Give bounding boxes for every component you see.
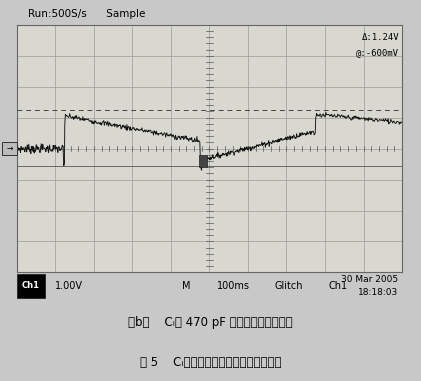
Bar	[2, 142, 17, 155]
Text: M: M	[182, 281, 191, 291]
Text: 图 5    Cᵢ选用不同値时的输出电动态响应: 图 5 Cᵢ选用不同値时的输出电动态响应	[140, 357, 281, 370]
Bar	[17, 274, 45, 298]
Text: 30 Mar 2005: 30 Mar 2005	[341, 275, 398, 284]
Text: （b）    Cᵢ取 470 pF 时输出电压动态响应: （b） Cᵢ取 470 pF 时输出电压动态响应	[128, 315, 293, 328]
Text: 100ms: 100ms	[217, 281, 250, 291]
Text: Glitch: Glitch	[275, 281, 304, 291]
Text: Run:500S/s      Sample: Run:500S/s Sample	[28, 10, 146, 19]
Bar	[199, 155, 207, 167]
Text: @:-600mV: @:-600mV	[356, 48, 400, 57]
Text: 1.00V: 1.00V	[56, 281, 83, 291]
Text: →: →	[6, 144, 13, 153]
Text: Δ:1.24V: Δ:1.24V	[362, 32, 400, 42]
Text: 18:18:03: 18:18:03	[358, 288, 398, 297]
Text: Ch1: Ch1	[22, 281, 40, 290]
Text: Ch1: Ch1	[329, 281, 348, 291]
